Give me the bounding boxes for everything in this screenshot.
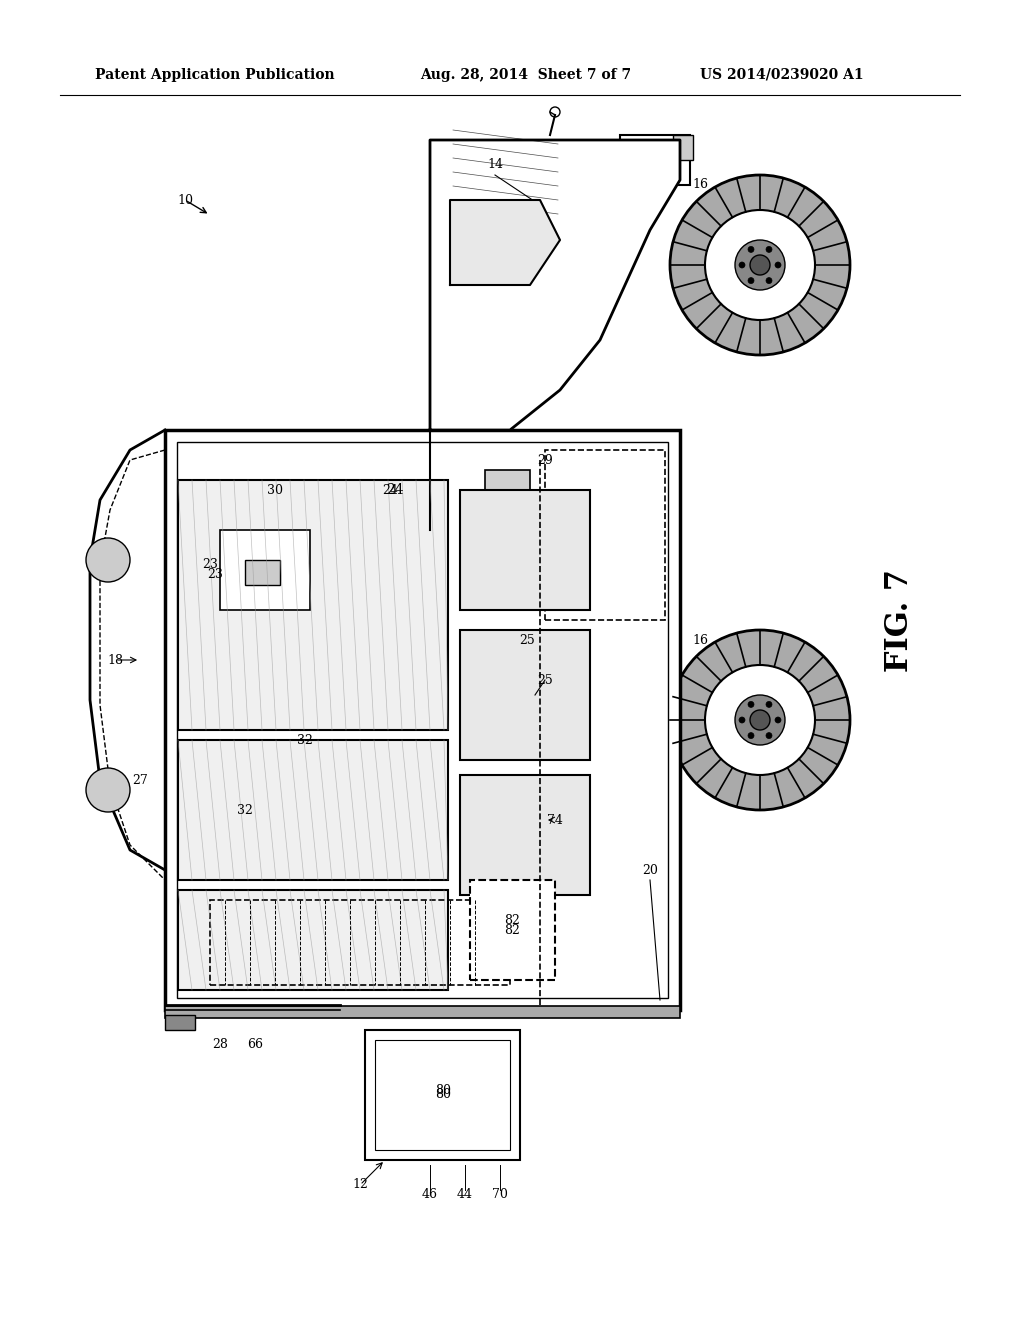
Text: 66: 66 bbox=[247, 1039, 263, 1052]
Bar bbox=[245, 560, 280, 585]
Circle shape bbox=[735, 240, 785, 290]
Text: 32: 32 bbox=[297, 734, 313, 747]
Circle shape bbox=[86, 539, 130, 582]
Text: Aug. 28, 2014  Sheet 7 of 7: Aug. 28, 2014 Sheet 7 of 7 bbox=[420, 69, 631, 82]
Bar bbox=[460, 630, 590, 760]
Bar bbox=[165, 1006, 680, 1018]
Text: 29: 29 bbox=[538, 454, 553, 466]
Text: 18: 18 bbox=[106, 653, 123, 667]
Bar bbox=[178, 890, 449, 990]
Bar bbox=[673, 135, 693, 160]
Bar bbox=[178, 741, 449, 880]
Text: 80: 80 bbox=[435, 1089, 451, 1101]
Bar bbox=[178, 480, 449, 730]
Circle shape bbox=[766, 733, 772, 739]
Circle shape bbox=[86, 768, 130, 812]
Text: US 2014/0239020 A1: US 2014/0239020 A1 bbox=[700, 69, 863, 82]
Text: 82: 82 bbox=[504, 924, 520, 936]
Bar bbox=[470, 880, 555, 979]
Text: 23: 23 bbox=[207, 569, 223, 582]
Text: 14: 14 bbox=[487, 158, 503, 172]
Bar bbox=[177, 442, 668, 998]
Circle shape bbox=[766, 247, 772, 252]
Text: 10: 10 bbox=[177, 194, 193, 206]
Text: 16: 16 bbox=[692, 634, 708, 647]
Bar bbox=[210, 900, 510, 985]
Circle shape bbox=[775, 261, 781, 268]
Text: 24: 24 bbox=[382, 483, 398, 496]
Text: 82: 82 bbox=[504, 913, 520, 927]
Text: 23: 23 bbox=[202, 558, 218, 572]
Bar bbox=[165, 430, 680, 1010]
Text: 46: 46 bbox=[422, 1188, 438, 1201]
Circle shape bbox=[750, 255, 770, 275]
Text: 25: 25 bbox=[519, 634, 535, 647]
Circle shape bbox=[748, 247, 754, 252]
Text: 30: 30 bbox=[267, 483, 283, 496]
Circle shape bbox=[705, 210, 815, 319]
Text: FIG. 7: FIG. 7 bbox=[885, 569, 915, 672]
Text: 70: 70 bbox=[493, 1188, 508, 1201]
Text: 16: 16 bbox=[692, 178, 708, 191]
Circle shape bbox=[705, 665, 815, 775]
Bar bbox=[620, 135, 690, 185]
Circle shape bbox=[739, 261, 745, 268]
Circle shape bbox=[748, 733, 754, 739]
Text: 27: 27 bbox=[132, 774, 147, 787]
Text: 80: 80 bbox=[435, 1084, 451, 1097]
Circle shape bbox=[750, 710, 770, 730]
Bar bbox=[365, 1030, 520, 1160]
Circle shape bbox=[766, 277, 772, 284]
Polygon shape bbox=[430, 140, 680, 430]
Circle shape bbox=[748, 701, 754, 708]
Text: 74: 74 bbox=[547, 813, 563, 826]
Circle shape bbox=[670, 630, 850, 810]
Bar bbox=[220, 531, 310, 610]
Circle shape bbox=[735, 696, 785, 744]
Text: 44: 44 bbox=[457, 1188, 473, 1201]
Bar bbox=[375, 1040, 510, 1150]
Bar bbox=[460, 490, 590, 610]
Circle shape bbox=[739, 717, 745, 723]
Bar bbox=[485, 470, 530, 500]
Polygon shape bbox=[450, 201, 560, 285]
Circle shape bbox=[775, 717, 781, 723]
Circle shape bbox=[748, 277, 754, 284]
Bar bbox=[165, 1015, 195, 1030]
Text: 12: 12 bbox=[352, 1179, 368, 1192]
Text: 32: 32 bbox=[238, 804, 253, 817]
Bar bbox=[545, 450, 665, 620]
Circle shape bbox=[670, 176, 850, 355]
Text: 28: 28 bbox=[212, 1039, 228, 1052]
Text: 24: 24 bbox=[386, 483, 403, 498]
Bar bbox=[165, 430, 675, 1010]
Text: Patent Application Publication: Patent Application Publication bbox=[95, 69, 335, 82]
Circle shape bbox=[766, 701, 772, 708]
Text: 20: 20 bbox=[642, 863, 658, 876]
Text: 25: 25 bbox=[538, 673, 553, 686]
Bar bbox=[460, 775, 590, 895]
